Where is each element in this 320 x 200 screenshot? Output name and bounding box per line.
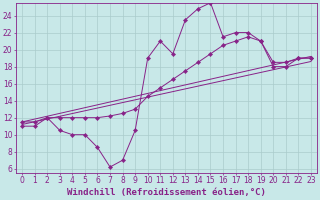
X-axis label: Windchill (Refroidissement éolien,°C): Windchill (Refroidissement éolien,°C) [67, 188, 266, 197]
